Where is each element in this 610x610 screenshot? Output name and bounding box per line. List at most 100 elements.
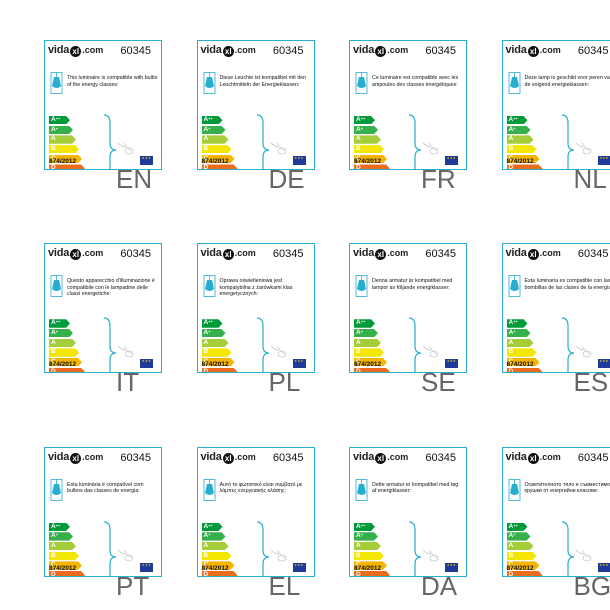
light-bulb-icon <box>355 275 368 298</box>
energy-class-bar: A <box>202 339 229 347</box>
energy-class-sup: ++ <box>360 116 366 121</box>
brand-prefix: vida <box>505 450 527 463</box>
brand-suffix: .com <box>234 451 256 462</box>
energy-class-bar: C <box>49 561 82 569</box>
energy-class-bar: A <box>354 339 381 347</box>
brand-ball-icon: xl <box>527 249 539 261</box>
energy-class-letter: A <box>508 319 514 327</box>
energy-class-letter: D <box>51 164 56 170</box>
language-code: BG <box>573 570 610 601</box>
regulation-number: 874/2012 <box>201 158 229 165</box>
energy-class-letter: D <box>508 367 514 374</box>
compatibility-text: This luminaire is compatible with bulbs … <box>67 75 158 88</box>
regulation-number: 874/2012 <box>506 564 534 572</box>
energy-label-card: vida xl .com 60345 Questo apparecchio d'illu… <box>44 243 162 374</box>
energy-class-letter: A <box>51 135 56 143</box>
brand-suffix: .com <box>539 45 561 55</box>
energy-class-bar: B <box>202 145 232 153</box>
energy-class-letter: C <box>508 154 514 162</box>
product-code: 60345 <box>425 451 456 464</box>
energy-class-letter: B <box>356 348 361 356</box>
energy-class-letter: A <box>203 135 209 143</box>
energy-class-letter: A <box>356 338 361 346</box>
energy-class-letter: C <box>51 561 56 569</box>
energy-class-bar: C <box>354 561 387 569</box>
light-bulb-icon <box>203 72 215 94</box>
brand-suffix: .com <box>82 248 104 259</box>
energy-class-letter: D <box>508 571 514 577</box>
energy-class-bar: B <box>49 348 79 356</box>
energy-class-letter: B <box>51 551 56 559</box>
energy-class-letter: A <box>51 125 56 133</box>
energy-class-bar: B <box>507 145 537 153</box>
energy-class-bar: A <box>202 542 229 550</box>
energy-class-bar: A++ <box>49 523 70 531</box>
brand-prefix: vida <box>200 247 222 260</box>
energy-class-letter: A <box>508 338 514 346</box>
energy-class-scale: A++A+ABCDE <box>49 319 88 373</box>
energy-class-scale: A++A+ABCDE <box>202 523 241 577</box>
energy-class-letter: B <box>203 348 209 356</box>
brand-logo: vida xl .com <box>353 44 408 57</box>
energy-class-letter: A <box>51 532 56 540</box>
energy-class-letter: B <box>508 348 514 356</box>
energy-label-card: vida xl .com 60345 Ce luminaire est compatib… <box>349 40 467 170</box>
language-code: FR <box>421 164 456 194</box>
energy-class-sup: + <box>513 532 516 538</box>
energy-class-bar: A+ <box>49 329 73 337</box>
energy-class-sup: + <box>208 532 211 538</box>
energy-class-letter: C <box>51 154 56 162</box>
language-code: ES <box>573 367 609 398</box>
energy-class-bar: D <box>507 571 543 577</box>
label-cell-bg: vida xl .com 60345 Осветителното тяло е съвм… <box>458 407 610 610</box>
energy-label-card: vida xl .com 60345 Esta luminária é compatív… <box>44 446 162 577</box>
energy-class-bar: A+ <box>354 126 378 134</box>
energy-class-bar: A+ <box>354 532 378 540</box>
brand-prefix: vida <box>48 44 70 56</box>
energy-label-card: vida xl .com 60345 Denna armatur är kompatib… <box>349 243 467 374</box>
energy-class-letter: C <box>356 358 361 366</box>
product-code: 60345 <box>272 451 304 464</box>
energy-class-bar: D <box>354 164 390 170</box>
compatibility-text: Questo apparecchio d'illuminazione è com… <box>67 278 155 298</box>
regulation-number: 874/2012 <box>201 564 229 572</box>
energy-class-letter: A <box>203 319 209 327</box>
energy-class-letter: A <box>51 328 56 336</box>
product-code: 60345 <box>577 451 609 464</box>
energy-class-letter: A <box>508 328 514 336</box>
range-brace-icon <box>408 317 439 373</box>
energy-class-bar: A+ <box>49 126 73 134</box>
energy-class-letter: A <box>51 319 56 327</box>
energy-class-letter: A <box>51 116 56 123</box>
energy-class-bar: C <box>49 358 82 366</box>
energy-class-letter: D <box>203 571 209 577</box>
label-cell-de: vida xl .com 60345 Diese Leuchte ist kompati… <box>153 0 315 203</box>
label-cell-pl: vida xl .com 60345 Oprawa oświetleniowa jest… <box>153 203 315 406</box>
brand-ball-icon: xl <box>70 452 82 464</box>
energy-class-sup: ++ <box>55 116 61 121</box>
energy-class-sup: ++ <box>360 522 366 528</box>
label-cell-fr: vida xl .com 60345 Ce luminaire est compatib… <box>305 0 467 203</box>
range-brace-icon <box>561 317 591 373</box>
brand-prefix: vida <box>200 44 222 56</box>
energy-class-scale: A++A+ABCDE <box>49 523 88 577</box>
brand-ball-icon: xl <box>375 249 387 261</box>
range-brace-icon <box>256 520 286 576</box>
energy-label-card: vida xl .com 60345 Dette armatur er kompatib… <box>349 446 467 577</box>
brand-logo: vida xl .com <box>200 247 256 261</box>
brand-ball-icon: xl <box>70 249 82 261</box>
energy-class-bar: D <box>507 368 543 374</box>
range-brace-icon <box>561 114 591 169</box>
eu-flag-icon: ★★★ <box>445 156 458 165</box>
eu-flag-icon: ★★★ <box>140 359 153 369</box>
energy-class-bar: C <box>354 155 387 163</box>
energy-class-bar: C <box>202 561 235 569</box>
energy-class-letter: B <box>356 145 361 153</box>
brand-ball-icon: xl <box>222 249 234 261</box>
product-code: 60345 <box>272 248 304 261</box>
energy-class-sup: ++ <box>208 522 213 528</box>
product-code: 60345 <box>577 248 609 261</box>
range-brace-icon <box>103 317 134 373</box>
energy-class-sup: ++ <box>55 319 61 325</box>
energy-class-bar: A <box>49 339 76 347</box>
